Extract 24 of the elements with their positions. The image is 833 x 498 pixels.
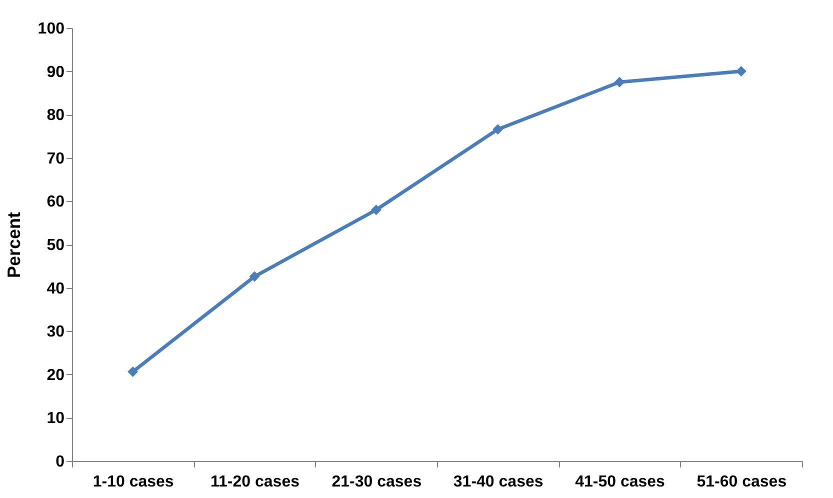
point	[614, 76, 625, 88]
x-tick-label: 31-40 cases	[453, 474, 544, 490]
point	[128, 366, 138, 378]
point	[736, 66, 746, 77]
y-tick-label: 80	[46, 107, 65, 124]
y-tick-label: 30	[46, 324, 65, 341]
point	[370, 204, 382, 216]
y-tick-label: 50	[46, 237, 65, 254]
y-tick-label: 60	[46, 194, 65, 211]
x-tick-label: 41-50 cases	[575, 474, 666, 490]
x-tick-label: 11-20 cases	[210, 474, 300, 490]
point	[249, 271, 260, 282]
y-tick-label: 40	[46, 280, 65, 298]
y-tick-label: 100	[38, 20, 65, 38]
y-tick-label: 0	[56, 454, 65, 470]
x-tick-label: 1-10 cases	[92, 474, 174, 490]
y-tick-label: 10	[46, 410, 65, 428]
y-axis-title: Percent	[4, 212, 24, 278]
point	[492, 124, 504, 135]
x-tick-label: 21-30 cases	[332, 474, 422, 490]
y-tick-label: 90	[46, 64, 65, 81]
x-tick-label: 51-60 cases	[696, 474, 787, 490]
y-tick-label: 70	[46, 150, 65, 168]
y-tick-label: 20	[46, 366, 65, 384]
